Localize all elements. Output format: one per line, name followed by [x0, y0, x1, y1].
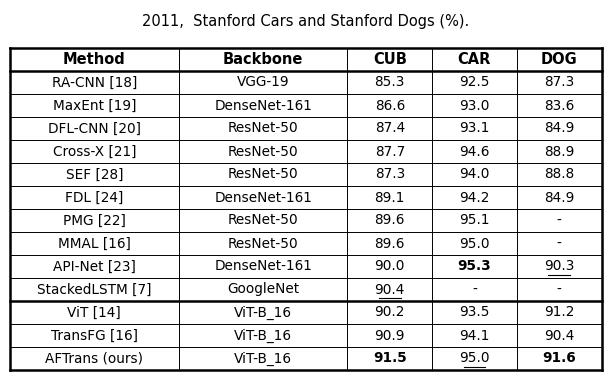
Text: ResNet-50: ResNet-50: [228, 237, 299, 251]
Text: CUB: CUB: [373, 52, 407, 67]
Text: 93.1: 93.1: [459, 121, 490, 135]
Text: AFTrans (ours): AFTrans (ours): [45, 352, 143, 366]
Text: FDL [24]: FDL [24]: [65, 191, 124, 204]
Text: 90.4: 90.4: [375, 282, 405, 296]
Text: -: -: [557, 214, 562, 228]
Text: 95.0: 95.0: [459, 352, 490, 366]
Text: MaxEnt [19]: MaxEnt [19]: [53, 99, 136, 113]
Text: -: -: [472, 282, 477, 296]
Text: 87.4: 87.4: [375, 121, 405, 135]
Text: ViT-B_16: ViT-B_16: [234, 328, 292, 342]
Text: ViT-B_16: ViT-B_16: [234, 305, 292, 319]
Text: ViT [14]: ViT [14]: [67, 305, 121, 319]
Text: 95.3: 95.3: [458, 260, 491, 274]
Text: ResNet-50: ResNet-50: [228, 167, 299, 181]
Text: 90.0: 90.0: [375, 260, 405, 274]
Text: 84.9: 84.9: [544, 121, 574, 135]
Text: 87.7: 87.7: [375, 144, 405, 158]
Text: ResNet-50: ResNet-50: [228, 144, 299, 158]
Text: 89.6: 89.6: [375, 237, 405, 251]
Text: 91.6: 91.6: [542, 352, 576, 366]
Text: 89.6: 89.6: [375, 214, 405, 228]
Text: 90.9: 90.9: [375, 328, 405, 342]
Text: DenseNet-161: DenseNet-161: [214, 99, 312, 113]
Text: 89.1: 89.1: [375, 191, 405, 204]
Text: 92.5: 92.5: [459, 76, 490, 90]
Text: ResNet-50: ResNet-50: [228, 121, 299, 135]
Text: -: -: [557, 237, 562, 251]
Text: 87.3: 87.3: [375, 167, 405, 181]
Text: 94.2: 94.2: [459, 191, 490, 204]
Text: ViT-B_16: ViT-B_16: [234, 352, 292, 366]
Text: 2011,  Stanford Cars and Stanford Dogs (%).: 2011, Stanford Cars and Stanford Dogs (%…: [143, 14, 469, 29]
Text: CAR: CAR: [458, 52, 491, 67]
Text: 94.6: 94.6: [459, 144, 490, 158]
Text: 88.8: 88.8: [544, 167, 574, 181]
Text: DenseNet-161: DenseNet-161: [214, 191, 312, 204]
Text: 83.6: 83.6: [544, 99, 574, 113]
Text: 95.1: 95.1: [459, 214, 490, 228]
Text: 84.9: 84.9: [544, 191, 574, 204]
Text: Method: Method: [63, 52, 125, 67]
Text: ResNet-50: ResNet-50: [228, 214, 299, 228]
Text: 94.0: 94.0: [459, 167, 490, 181]
Text: 86.6: 86.6: [375, 99, 405, 113]
Text: StackedLSTM [7]: StackedLSTM [7]: [37, 282, 152, 296]
Text: 91.2: 91.2: [544, 305, 574, 319]
Text: API-Net [23]: API-Net [23]: [53, 260, 136, 274]
Text: 90.2: 90.2: [375, 305, 405, 319]
Text: 90.3: 90.3: [544, 260, 574, 274]
Text: 91.5: 91.5: [373, 352, 406, 366]
Text: 93.5: 93.5: [459, 305, 490, 319]
Text: PMG [22]: PMG [22]: [63, 214, 126, 228]
Text: DenseNet-161: DenseNet-161: [214, 260, 312, 274]
Text: SEF [28]: SEF [28]: [65, 167, 123, 181]
Text: DOG: DOG: [541, 52, 578, 67]
Text: 93.0: 93.0: [459, 99, 490, 113]
Text: 94.1: 94.1: [459, 328, 490, 342]
Text: 87.3: 87.3: [544, 76, 574, 90]
Text: 85.3: 85.3: [375, 76, 405, 90]
Text: Backbone: Backbone: [223, 52, 304, 67]
Text: Cross-X [21]: Cross-X [21]: [53, 144, 136, 158]
Text: MMAL [16]: MMAL [16]: [58, 237, 131, 251]
Text: VGG-19: VGG-19: [237, 76, 289, 90]
Text: 95.0: 95.0: [459, 237, 490, 251]
Text: 90.4: 90.4: [544, 328, 574, 342]
Text: RA-CNN [18]: RA-CNN [18]: [51, 76, 137, 90]
Text: -: -: [557, 282, 562, 296]
Text: DFL-CNN [20]: DFL-CNN [20]: [48, 121, 141, 135]
Text: TransFG [16]: TransFG [16]: [51, 328, 138, 342]
Text: 88.9: 88.9: [544, 144, 574, 158]
Text: GoogleNet: GoogleNet: [227, 282, 299, 296]
